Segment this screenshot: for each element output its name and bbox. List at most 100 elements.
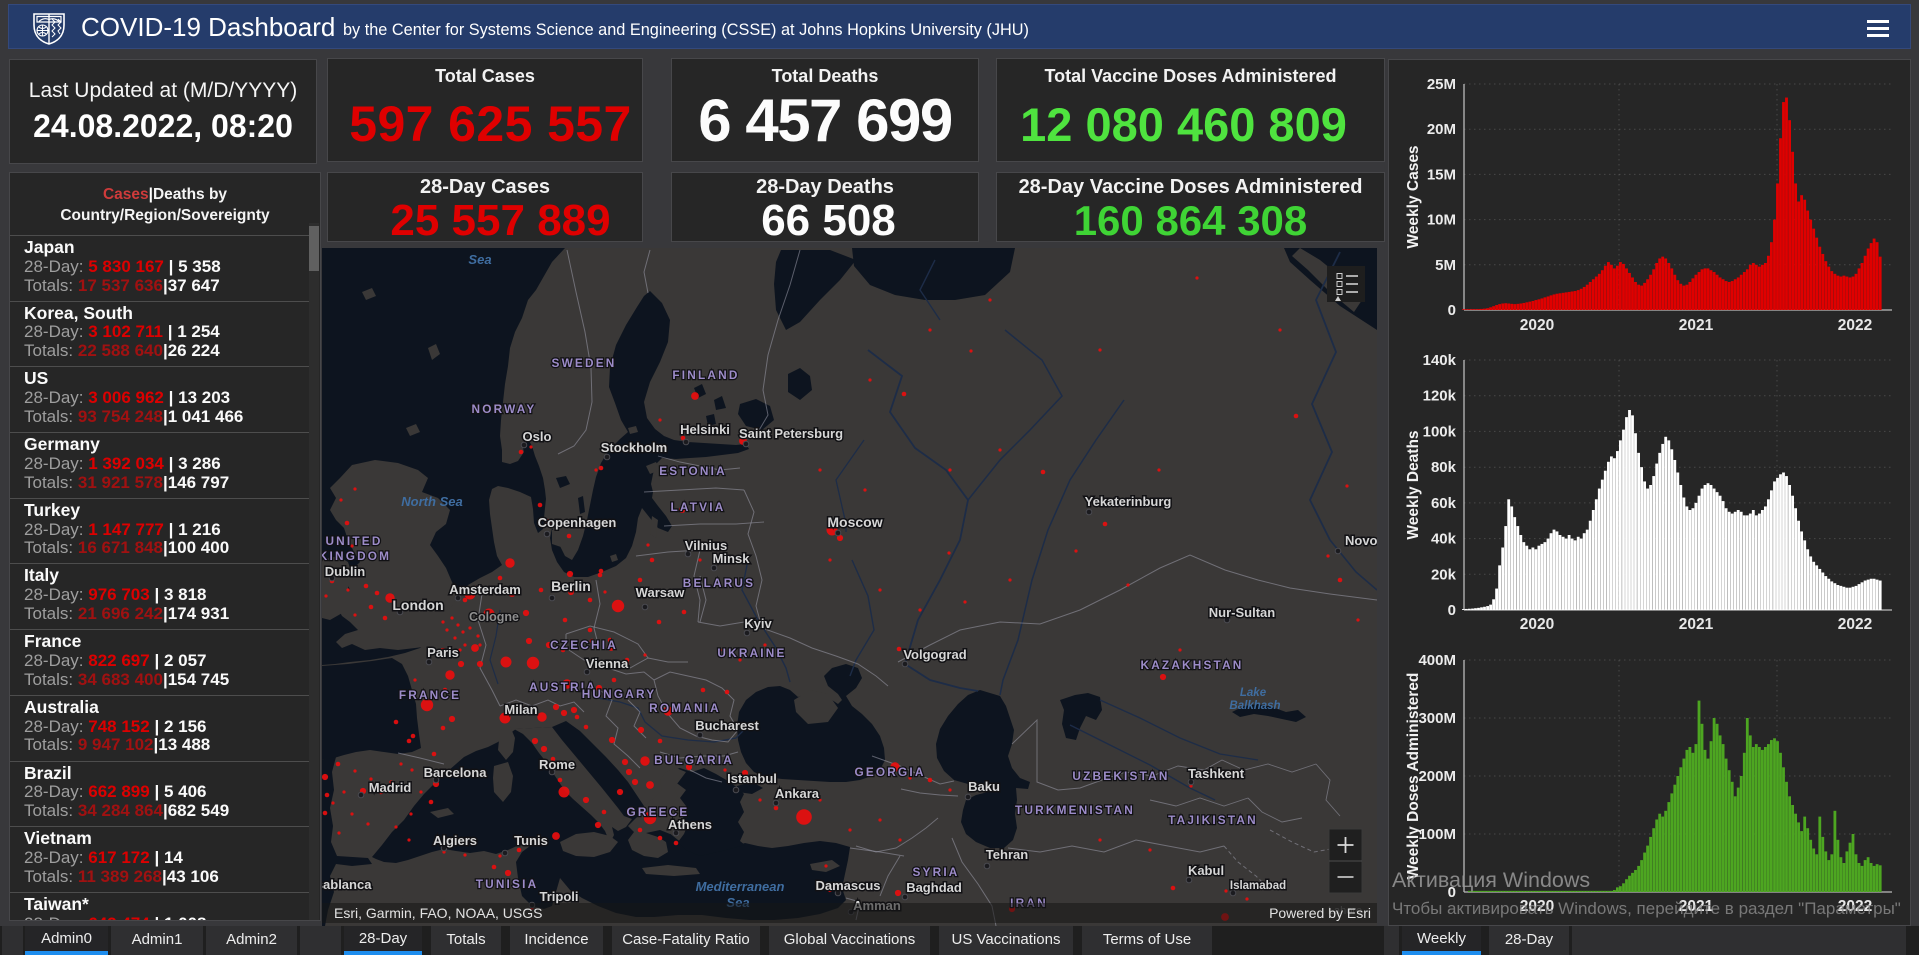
- svg-text:HUNGARY: HUNGARY: [582, 687, 657, 701]
- svg-text:NORWAY: NORWAY: [472, 402, 537, 416]
- svg-text:Barcelona: Barcelona: [424, 765, 488, 780]
- svg-text:ESTONIA: ESTONIA: [659, 464, 727, 478]
- svg-text:2021: 2021: [1679, 616, 1714, 633]
- svg-text:2021: 2021: [1679, 317, 1714, 334]
- svg-text:CZECHIA: CZECHIA: [550, 638, 618, 652]
- svg-text:Nur-Sultan: Nur-Sultan: [1209, 605, 1276, 620]
- svg-text:Athens: Athens: [668, 817, 712, 832]
- svg-text:15M: 15M: [1427, 166, 1456, 183]
- svg-text:AUSTRIA: AUSTRIA: [529, 680, 597, 694]
- svg-text:140k: 140k: [1423, 352, 1457, 369]
- svg-text:2022: 2022: [1838, 616, 1872, 633]
- svg-text:20k: 20k: [1431, 566, 1457, 583]
- svg-text:TURKMENISTAN: TURKMENISTAN: [1015, 803, 1135, 817]
- svg-text:2020: 2020: [1520, 317, 1554, 334]
- svg-text:Moscow: Moscow: [827, 514, 882, 530]
- svg-text:North Sea: North Sea: [401, 494, 462, 509]
- svg-text:Sea: Sea: [468, 252, 491, 267]
- svg-text:Kabul: Kabul: [1188, 863, 1224, 878]
- svg-text:200M: 200M: [1418, 768, 1456, 785]
- svg-text:10M: 10M: [1427, 212, 1456, 229]
- svg-text:Islamabad: Islamabad: [1230, 880, 1286, 892]
- svg-text:2022: 2022: [1838, 317, 1872, 334]
- svg-text:Novos: Novos: [1345, 533, 1377, 548]
- svg-text:400M: 400M: [1418, 652, 1456, 669]
- svg-text:Tripoli: Tripoli: [540, 889, 579, 904]
- svg-text:2020: 2020: [1520, 898, 1554, 915]
- svg-text:25M: 25M: [1427, 76, 1456, 93]
- svg-text:Vilnius: Vilnius: [685, 538, 727, 553]
- svg-text:FINLAND: FINLAND: [672, 368, 739, 382]
- svg-text:0: 0: [1448, 884, 1456, 901]
- svg-text:120k: 120k: [1423, 388, 1457, 405]
- svg-text:80k: 80k: [1431, 459, 1457, 476]
- svg-text:0: 0: [1448, 602, 1456, 619]
- svg-text:40k: 40k: [1431, 531, 1457, 548]
- svg-text:Tehran: Tehran: [986, 847, 1028, 862]
- svg-text:KAZAKHSTAN: KAZAKHSTAN: [1140, 658, 1243, 672]
- svg-text:2022: 2022: [1838, 898, 1872, 915]
- svg-text:UKRAINE: UKRAINE: [717, 646, 786, 660]
- svg-text:BULGARIA: BULGARIA: [654, 753, 734, 767]
- svg-text:0: 0: [1448, 302, 1456, 319]
- svg-text:Paris: Paris: [427, 645, 459, 660]
- svg-text:Madrid: Madrid: [369, 780, 412, 795]
- svg-text:Stockholm: Stockholm: [601, 440, 667, 455]
- svg-text:Weekly Deaths: Weekly Deaths: [1405, 430, 1422, 539]
- svg-text:Esri, Garmin, FAO, NOAA, USGS: Esri, Garmin, FAO, NOAA, USGS: [334, 905, 542, 921]
- svg-text:UZBEKISTAN: UZBEKISTAN: [1072, 769, 1169, 783]
- svg-text:Rome: Rome: [539, 757, 575, 772]
- svg-text:Lake: Lake: [1240, 687, 1267, 699]
- svg-text:Cologne: Cologne: [469, 610, 519, 624]
- svg-text:Kyiv: Kyiv: [744, 616, 772, 631]
- svg-text:TUNISIA: TUNISIA: [476, 877, 539, 891]
- svg-text:Damascus: Damascus: [815, 878, 880, 893]
- svg-text:Helsinki: Helsinki: [680, 422, 730, 437]
- svg-text:2021: 2021: [1679, 898, 1714, 915]
- svg-text:Powered by Esri: Powered by Esri: [1269, 905, 1371, 921]
- svg-text:Berlin: Berlin: [551, 578, 591, 594]
- svg-text:Tunis: Tunis: [514, 833, 548, 848]
- svg-text:Weekly Doses Administered: Weekly Doses Administered: [1405, 673, 1422, 880]
- svg-text:100M: 100M: [1418, 826, 1456, 843]
- svg-text:ROMANIA: ROMANIA: [649, 701, 721, 715]
- svg-text:Yekaterinburg: Yekaterinburg: [1085, 494, 1172, 509]
- svg-text:Baku: Baku: [968, 779, 1000, 794]
- svg-text:Vienna: Vienna: [586, 656, 629, 671]
- svg-text:Amsterdam: Amsterdam: [449, 582, 521, 597]
- svg-text:20M: 20M: [1427, 121, 1456, 138]
- svg-text:SYRIA: SYRIA: [912, 865, 959, 879]
- svg-text:GEORGIA: GEORGIA: [854, 765, 925, 779]
- svg-text:2020: 2020: [1520, 616, 1554, 633]
- svg-text:Weekly Cases: Weekly Cases: [1405, 145, 1422, 248]
- svg-text:300M: 300M: [1418, 710, 1456, 727]
- svg-text:Algiers: Algiers: [433, 833, 477, 848]
- svg-text:KINGDOM: KINGDOM: [322, 549, 391, 563]
- svg-text:Ankara: Ankara: [775, 786, 820, 801]
- svg-text:Minsk: Minsk: [713, 551, 751, 566]
- svg-text:UNITED: UNITED: [325, 534, 382, 548]
- svg-text:Volgograd: Volgograd: [903, 647, 966, 662]
- svg-text:Warsaw: Warsaw: [636, 585, 686, 600]
- svg-text:Bucharest: Bucharest: [695, 718, 759, 733]
- svg-text:60k: 60k: [1431, 495, 1457, 512]
- svg-text:Saint Petersburg: Saint Petersburg: [739, 426, 843, 441]
- svg-text:BELARUS: BELARUS: [683, 576, 755, 590]
- svg-text:Balkhash: Balkhash: [1229, 700, 1280, 712]
- svg-text:Mediterranean: Mediterranean: [696, 879, 785, 894]
- svg-text:TAJIKISTAN: TAJIKISTAN: [1168, 813, 1258, 827]
- svg-text:Dublin: Dublin: [325, 564, 365, 579]
- svg-text:5M: 5M: [1435, 257, 1456, 274]
- svg-text:London: London: [392, 597, 443, 613]
- svg-text:LATVIA: LATVIA: [671, 500, 726, 514]
- svg-text:GREECE: GREECE: [626, 805, 689, 819]
- svg-text:Oslo: Oslo: [523, 429, 552, 444]
- svg-text:100k: 100k: [1423, 423, 1457, 440]
- svg-text:FRANCE: FRANCE: [399, 688, 461, 702]
- svg-text:Milan: Milan: [504, 702, 537, 717]
- svg-text:Baghdad: Baghdad: [906, 880, 962, 895]
- svg-text:Istanbul: Istanbul: [727, 771, 777, 786]
- svg-text:SWEDEN: SWEDEN: [552, 356, 617, 370]
- svg-text:Copenhagen: Copenhagen: [538, 515, 617, 530]
- svg-text:Tashkent: Tashkent: [1188, 766, 1245, 781]
